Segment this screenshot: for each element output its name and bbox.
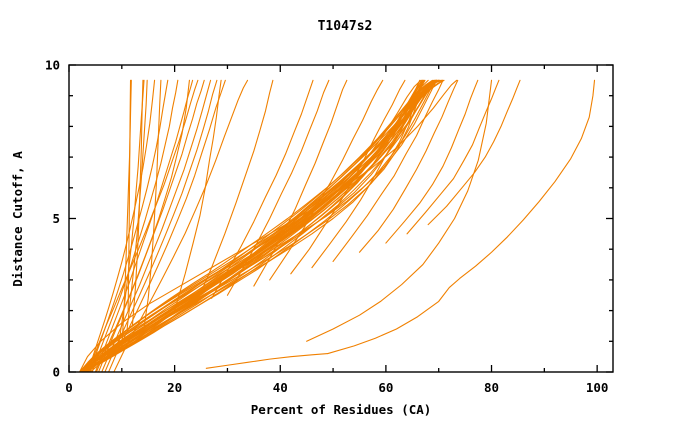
series-line xyxy=(406,79,500,235)
series-line xyxy=(332,79,444,263)
series-line xyxy=(95,79,190,372)
series-line xyxy=(131,79,144,327)
y-tick-label: 10 xyxy=(45,58,60,73)
tick-labels-group: 0 20 40 60 80 100 0 5 10 xyxy=(45,58,609,396)
x-axis-label: Percent of Residues (CA) xyxy=(251,402,432,417)
series-line xyxy=(96,79,423,361)
y-tick-label: 0 xyxy=(52,365,60,380)
page-title: T1047s2 xyxy=(318,19,373,34)
series-line xyxy=(205,353,329,369)
series-line xyxy=(115,79,423,352)
series-line xyxy=(113,79,249,372)
series-line xyxy=(87,79,156,372)
series-line xyxy=(385,79,479,244)
series-line xyxy=(90,79,424,365)
data-series-group xyxy=(79,79,596,372)
series-line xyxy=(79,79,458,372)
x-tick-label: 20 xyxy=(167,380,182,395)
series-line xyxy=(195,79,274,306)
x-tick-label: 80 xyxy=(484,380,499,395)
series-line xyxy=(80,79,440,372)
tick-marks-group xyxy=(68,64,613,373)
series-line xyxy=(91,79,179,372)
series-line xyxy=(327,79,596,355)
series-line xyxy=(104,79,218,372)
series-line xyxy=(358,79,459,253)
series-line xyxy=(94,79,194,372)
series-line xyxy=(84,79,438,369)
series-line xyxy=(106,79,425,356)
series-line xyxy=(142,79,162,336)
series-line xyxy=(101,79,212,372)
series-line xyxy=(427,79,521,226)
x-tick-label: 0 xyxy=(65,380,73,395)
series-line xyxy=(306,79,493,342)
x-tick-label: 60 xyxy=(378,380,393,395)
y-tick-label: 5 xyxy=(52,211,60,226)
x-tick-label: 40 xyxy=(273,380,288,395)
series-line xyxy=(79,79,438,372)
series-line xyxy=(269,79,384,281)
x-tick-label: 100 xyxy=(586,380,609,395)
y-axis-label: Distance Cutoff, A xyxy=(10,151,25,287)
series-line xyxy=(174,79,222,312)
series-line xyxy=(226,79,330,296)
series-line xyxy=(127,79,132,312)
series-line xyxy=(90,79,199,364)
